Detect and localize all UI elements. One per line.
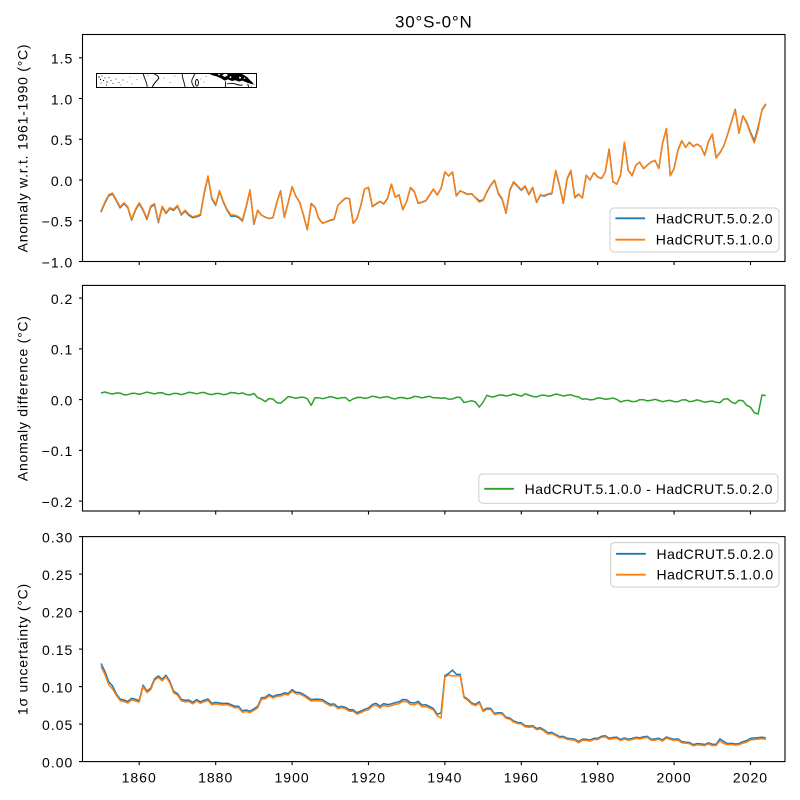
svg-text:0.05: 0.05	[42, 717, 73, 733]
svg-text:1.0: 1.0	[51, 91, 73, 107]
svg-text:0.2: 0.2	[51, 291, 73, 307]
svg-text:0.1: 0.1	[51, 342, 73, 358]
svg-text:−0.2: −0.2	[42, 494, 74, 510]
svg-text:1940: 1940	[427, 769, 462, 785]
svg-text:0.15: 0.15	[42, 642, 73, 658]
svg-text:0.20: 0.20	[42, 604, 73, 620]
svg-text:0.30: 0.30	[42, 529, 73, 545]
svg-text:1860: 1860	[122, 769, 157, 785]
svg-text:HadCRUT.5.0.2.0: HadCRUT.5.0.2.0	[656, 210, 773, 226]
svg-text:1900: 1900	[275, 769, 310, 785]
svg-text:30°S-0°N: 30°S-0°N	[395, 13, 473, 32]
svg-text:1960: 1960	[504, 769, 539, 785]
svg-text:1σ uncertainty (°C): 1σ uncertainty (°C)	[15, 583, 31, 715]
svg-text:1.5: 1.5	[51, 51, 73, 67]
svg-text:−0.5: −0.5	[42, 214, 74, 230]
svg-text:1880: 1880	[198, 769, 233, 785]
svg-text:Anomaly w.r.t. 1961-1990 (°C): Anomaly w.r.t. 1961-1990 (°C)	[15, 44, 31, 253]
svg-text:0.0: 0.0	[51, 173, 73, 189]
svg-text:0.25: 0.25	[42, 567, 73, 583]
svg-text:HadCRUT.5.1.0.0 - HadCRUT.5.0.: HadCRUT.5.1.0.0 - HadCRUT.5.0.2.0	[525, 481, 773, 497]
svg-text:HadCRUT.5.1.0.0: HadCRUT.5.1.0.0	[656, 232, 773, 248]
svg-text:Anomaly difference (°C): Anomaly difference (°C)	[15, 315, 31, 481]
svg-text:1920: 1920	[351, 769, 386, 785]
svg-text:1980: 1980	[580, 769, 615, 785]
svg-text:2000: 2000	[657, 769, 692, 785]
svg-text:2020: 2020	[733, 769, 768, 785]
svg-text:0.00: 0.00	[42, 754, 73, 770]
svg-text:−0.1: −0.1	[42, 443, 74, 459]
svg-text:−1.0: −1.0	[42, 254, 74, 270]
svg-text:0.0: 0.0	[51, 392, 73, 408]
svg-text:HadCRUT.5.0.2.0: HadCRUT.5.0.2.0	[657, 546, 774, 562]
svg-text:0.10: 0.10	[42, 679, 73, 695]
svg-text:HadCRUT.5.1.0.0: HadCRUT.5.1.0.0	[657, 567, 774, 583]
svg-text:0.5: 0.5	[51, 132, 73, 148]
